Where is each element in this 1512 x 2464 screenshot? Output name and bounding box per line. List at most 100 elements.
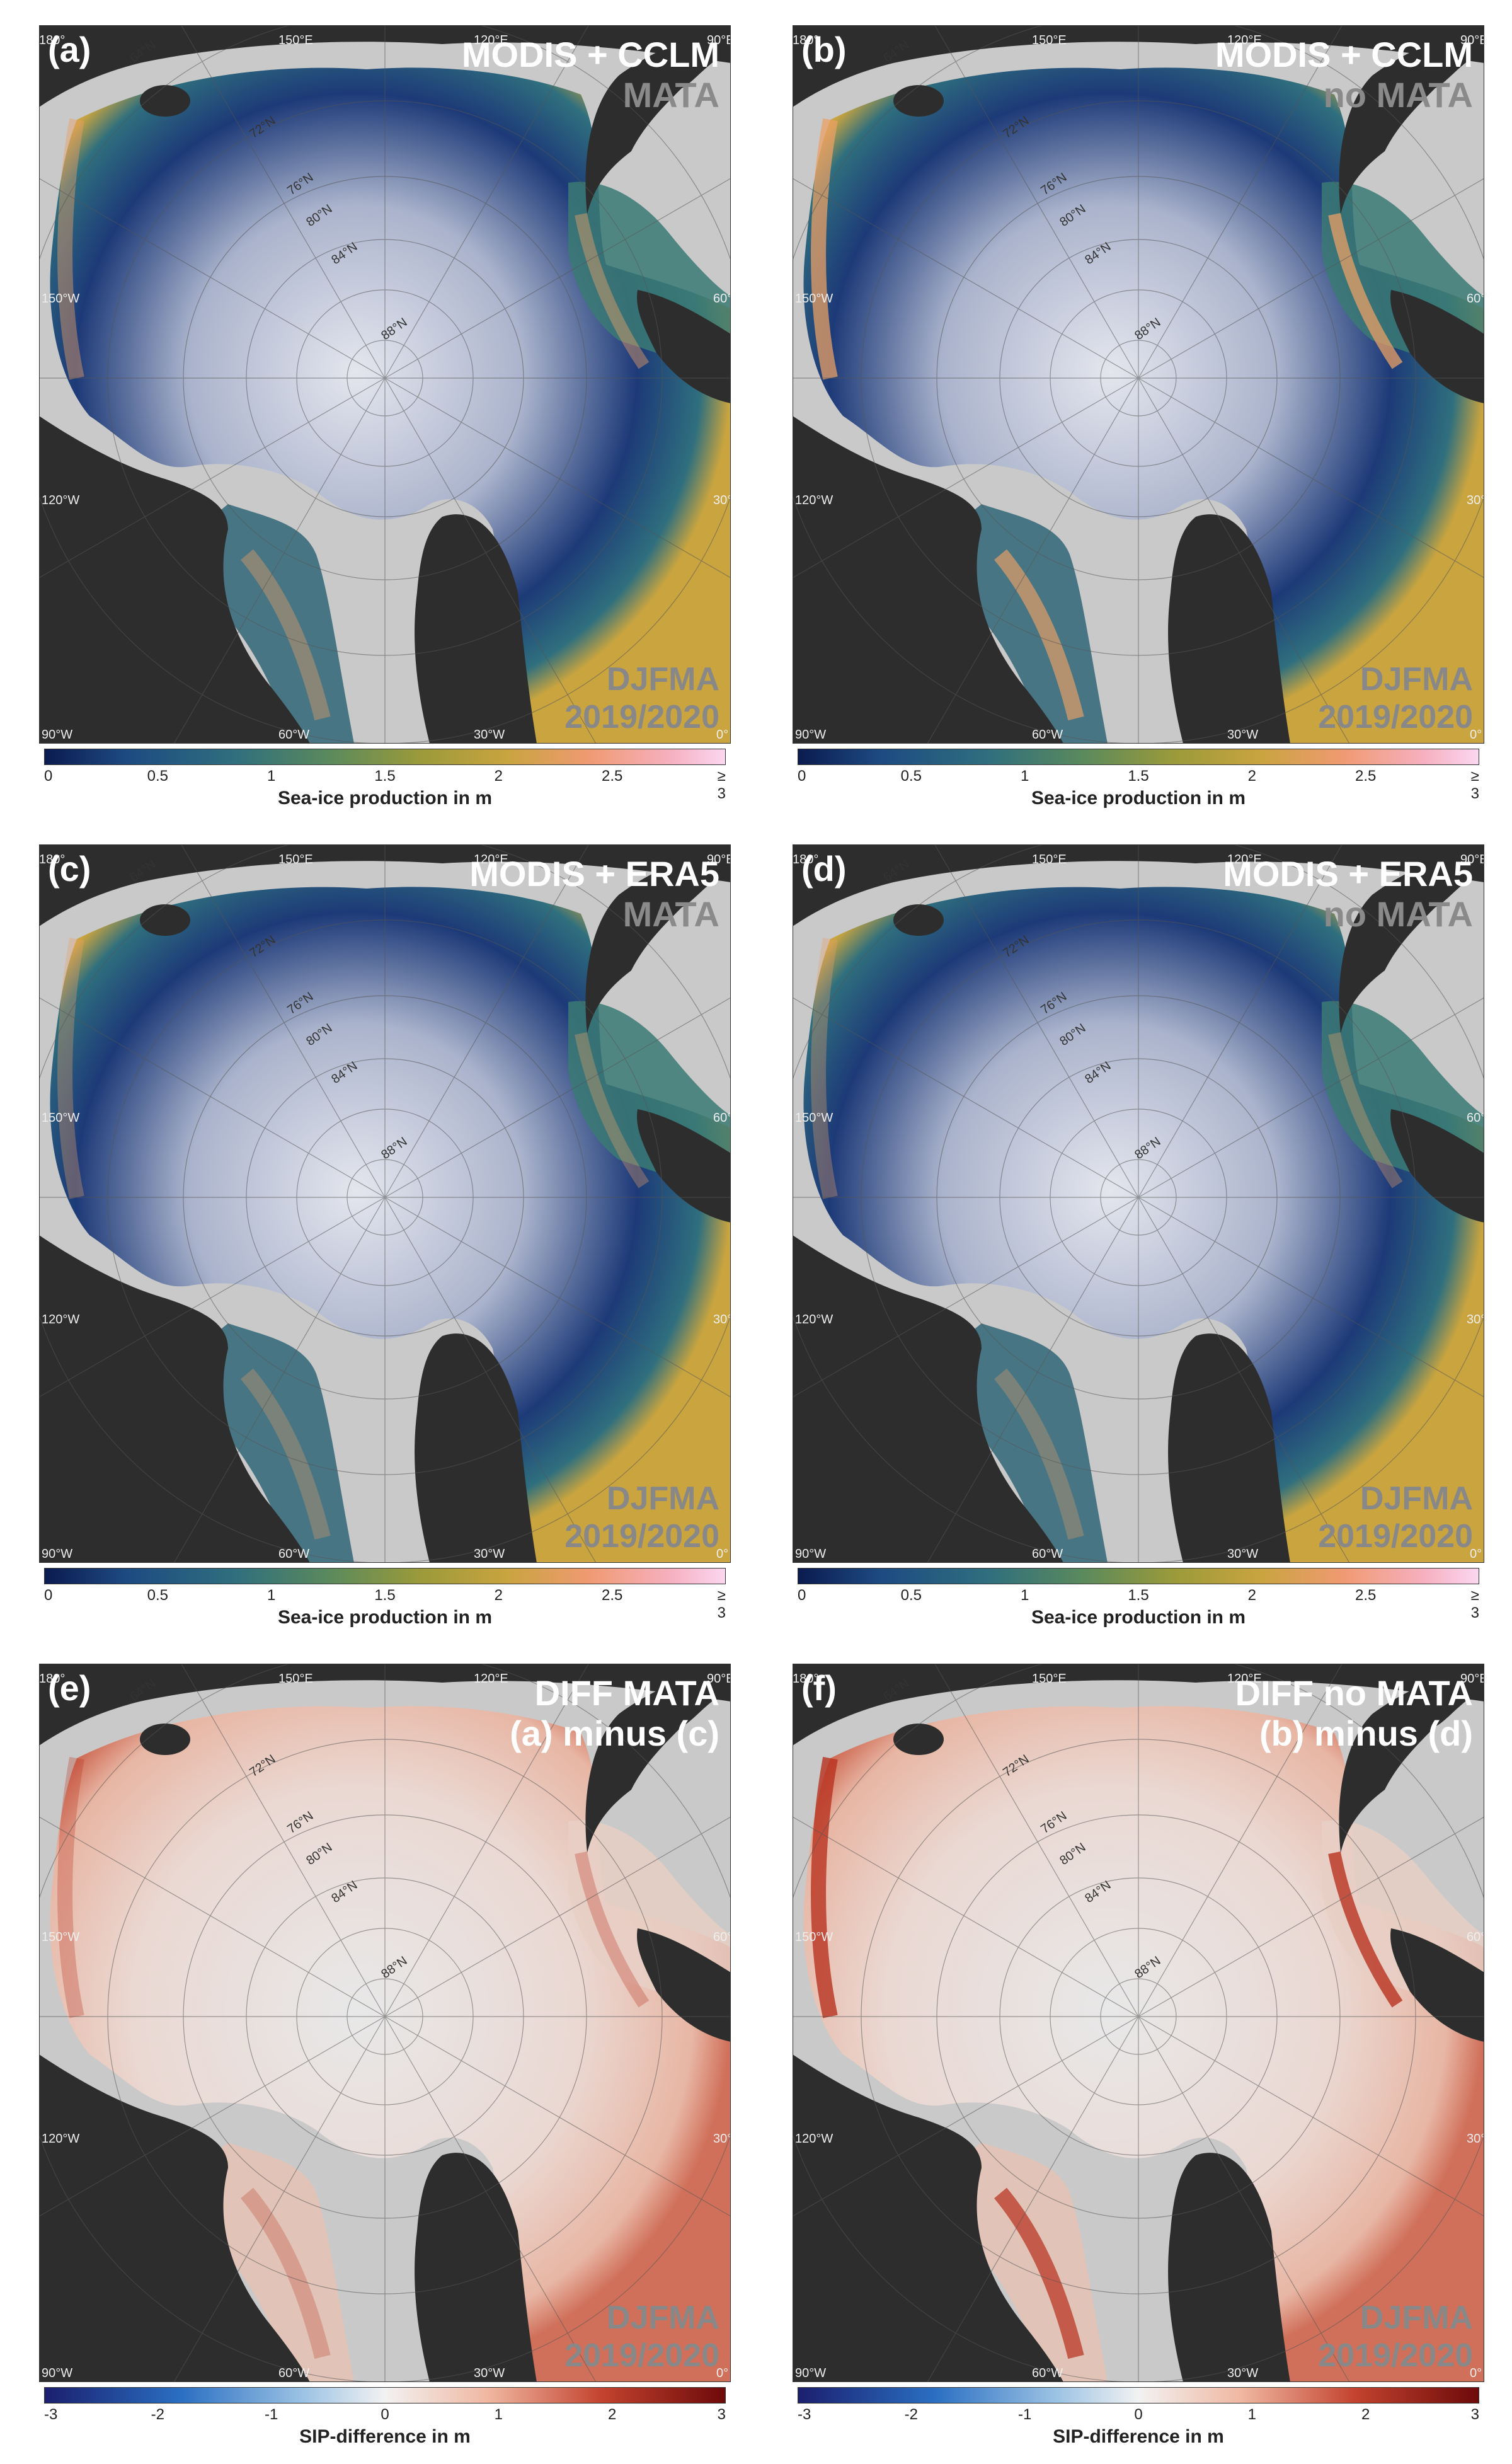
colorbar-tick: 0	[44, 768, 53, 785]
season-label: DJFMA 2019/2020	[1318, 661, 1473, 735]
longitude-label: 60°W	[278, 728, 309, 742]
longitude-label: 120°W	[42, 493, 79, 507]
panel-subtitle: (a) minus (c)	[510, 1713, 719, 1753]
panel-label: (f)	[801, 1668, 837, 1708]
colorbar-gradient	[798, 1568, 1479, 1584]
longitude-label: 90°E	[1460, 33, 1484, 47]
longitude-label: 60°E	[713, 1930, 731, 1944]
colorbar-tick: 2	[1361, 2406, 1370, 2423]
colorbar-title: Sea-ice production in m	[1031, 788, 1246, 809]
panel-label: (d)	[801, 849, 847, 889]
season-label: DJFMA 2019/2020	[1318, 2300, 1473, 2374]
longitude-label: 150°E	[278, 1672, 313, 1686]
longitude-label: 30°W	[474, 1547, 505, 1561]
colorbar-tick: -1	[1017, 2406, 1032, 2423]
colorbar-sip: 0 0.5 1 1.5 2 2.5 ≥ 3 Sea-ice production in m	[39, 1568, 731, 1645]
colorbar-tick: 2	[1247, 768, 1257, 785]
longitude-label: 150°E	[278, 853, 313, 866]
longitude-label: 120°W	[42, 1313, 79, 1327]
panel-title: MODIS + ERA5	[1223, 854, 1473, 894]
longitude-label: 60°W	[278, 2366, 309, 2380]
longitude-label: 90°E	[707, 33, 731, 47]
colorbar-title: Sea-ice production in m	[1031, 1607, 1246, 1628]
longitude-label: 60°W	[278, 1547, 309, 1561]
colorbar-tick: 0	[1134, 2406, 1143, 2423]
longitude-label: 30°E	[713, 493, 731, 507]
longitude-label: 120°W	[42, 2132, 79, 2146]
colorbar-gradient	[44, 1568, 726, 1584]
panel-c: 88°N 84°N 80°N 76°N 72°N 64°N 180° 150°E 120°E 90…	[39, 844, 731, 1645]
colorbar-gradient	[44, 2387, 726, 2404]
longitude-label: 120°E	[474, 33, 508, 47]
panel-b: 88°N 84°N 80°N 76°N 72°N 64°N 180° 150°E 120°E 90…	[793, 25, 1484, 826]
longitude-label: 30°E	[713, 2132, 731, 2146]
longitude-label: 30°E	[1467, 493, 1484, 507]
panel-label: (b)	[801, 30, 847, 69]
panel-title: MODIS + CCLM	[461, 35, 719, 74]
longitude-label: 90°E	[1460, 1672, 1484, 1686]
longitude-label: 150°W	[795, 1111, 833, 1125]
longitude-label: 30°W	[474, 2366, 505, 2380]
colorbar-tick: 3	[717, 2406, 726, 2423]
colorbar-tick: 0	[44, 1587, 53, 1604]
longitude-label: 150°W	[42, 1930, 79, 1944]
longitude-label: 60°E	[1467, 292, 1484, 306]
longitude-label: 60°W	[1032, 728, 1063, 742]
longitude-label: 120°W	[795, 493, 833, 507]
colorbar-tick: -2	[904, 2406, 918, 2423]
panel-a: 88°N 84°N 80°N 76°N 72°N 64°N 180° 150°E 120°E 90…	[39, 25, 731, 826]
colorbar-tick: 0.5	[900, 1587, 922, 1604]
longitude-label: 90°W	[795, 728, 826, 742]
longitude-label: 30°W	[474, 728, 505, 742]
season-label: DJFMA 2019/2020	[564, 1480, 719, 1555]
colorbar-tick: -3	[44, 2406, 58, 2423]
colorbar-tick: 2	[494, 1587, 503, 1604]
longitude-label: 0°	[716, 2366, 728, 2380]
colorbar-tick: 1	[1020, 768, 1029, 785]
longitude-label: 120°E	[474, 1672, 508, 1686]
colorbar-tick: 1.5	[1128, 1587, 1149, 1604]
longitude-label: 180°	[793, 33, 818, 47]
longitude-label: 0°	[1470, 1547, 1482, 1561]
panel-subtitle: no MATA	[1323, 75, 1473, 115]
colorbar-sip: 0 0.5 1 1.5 2 2.5 ≥ 3 Sea-ice production in m	[39, 749, 731, 826]
longitude-label: 120°E	[1227, 1672, 1262, 1686]
longitude-label: 120°W	[795, 1313, 833, 1327]
longitude-label: 0°	[716, 728, 728, 742]
colorbar-tick: 2	[607, 2406, 617, 2423]
colorbar-gradient	[798, 2387, 1479, 2404]
longitude-label: 60°E	[713, 1111, 731, 1125]
longitude-label: 90°E	[1460, 853, 1484, 866]
colorbar-title: Sea-ice production in m	[277, 1607, 493, 1628]
colorbar-tick: -1	[264, 2406, 278, 2423]
longitude-label: 150°W	[42, 292, 79, 306]
colorbar-sip: 0 0.5 1 1.5 2 2.5 ≥ 3 Sea-ice production in m	[793, 1568, 1484, 1645]
colorbar-tick: 0	[381, 2406, 389, 2423]
season-label: DJFMA 2019/2020	[564, 2300, 719, 2374]
longitude-label: 60°W	[1032, 2366, 1063, 2380]
longitude-label: 150°E	[1032, 33, 1067, 47]
colorbar-tick: 0	[798, 1587, 806, 1604]
colorbar-tick: 1	[1247, 2406, 1257, 2423]
panel-label: (e)	[48, 1668, 91, 1708]
panel-d: 88°N 84°N 80°N 76°N 72°N 64°N 180° 150°E 120°E 90…	[793, 844, 1484, 1645]
colorbar-tick: 1.5	[374, 1587, 396, 1604]
longitude-label: 150°E	[1032, 853, 1067, 866]
colorbar-tick: 1.5	[374, 768, 396, 785]
longitude-label: 60°W	[1032, 1547, 1063, 1561]
longitude-label: 30°E	[1467, 1313, 1484, 1327]
longitude-label: 30°W	[1227, 728, 1258, 742]
colorbar-tick: 3	[1470, 2406, 1479, 2423]
longitude-label: 180°	[39, 33, 65, 47]
colorbar-tick: ≥ 3	[1470, 1587, 1480, 1621]
longitude-label: 150°W	[795, 292, 833, 306]
longitude-label: 90°W	[42, 2366, 72, 2380]
longitude-label: 90°E	[707, 1672, 731, 1686]
longitude-label: 120°E	[1227, 853, 1262, 866]
longitude-label: 90°E	[707, 853, 731, 866]
